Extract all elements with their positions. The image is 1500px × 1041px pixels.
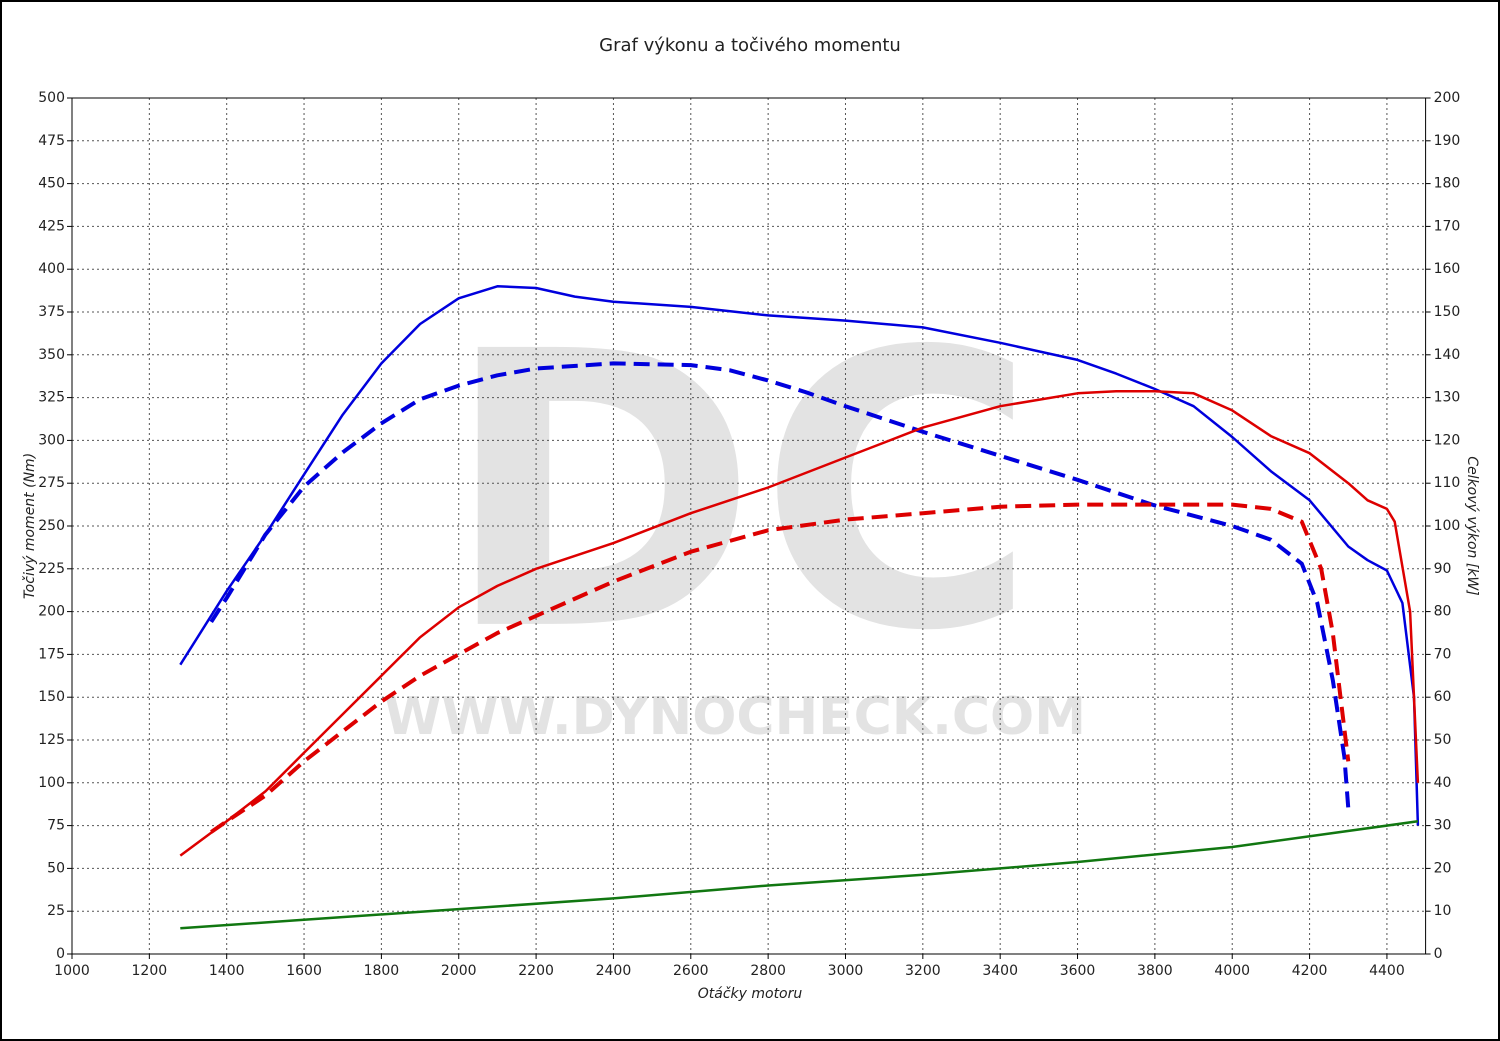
- y2-tick-label: 140: [1434, 347, 1461, 363]
- plot-border: [71, 97, 1427, 955]
- y-tick-label: 200: [38, 604, 65, 620]
- y2-tick-label: 40: [1434, 775, 1452, 791]
- x-tick-label: 2400: [596, 963, 632, 979]
- y2-tick-label: 130: [1434, 390, 1461, 406]
- x-tick-label: 4200: [1292, 963, 1328, 979]
- y-tick-label: 425: [38, 218, 65, 234]
- series-line: [210, 502, 1351, 834]
- y2-tick-label: 170: [1434, 218, 1461, 234]
- y2-tick-label: 10: [1434, 903, 1452, 919]
- y2-tick-label: 190: [1434, 133, 1461, 149]
- x-tick-label: 2800: [750, 963, 786, 979]
- y2-tick-label: 160: [1434, 261, 1461, 277]
- y2-tick-label: 120: [1434, 432, 1461, 448]
- y2-tick-label: 100: [1434, 518, 1461, 534]
- watermark: DC WWW.DYNOCHECK.COM: [384, 271, 1086, 747]
- y-tick-label: 50: [47, 860, 65, 876]
- y-tick-label: 150: [38, 689, 65, 705]
- y2-tick-label: 110: [1434, 475, 1461, 491]
- x-tick-label: 3200: [905, 963, 941, 979]
- y-tick-label: 500: [38, 90, 65, 106]
- x-tick-label: 3600: [1060, 963, 1096, 979]
- x-tick-label: 3400: [982, 963, 1018, 979]
- x-tick-label: 3000: [828, 963, 864, 979]
- watermark-url: WWW.DYNOCHECK.COM: [384, 687, 1086, 747]
- y-tick-label: 350: [38, 347, 65, 363]
- y-tick-label: 250: [38, 518, 65, 534]
- y2-tick-label: 180: [1434, 176, 1461, 192]
- series-line: [179, 389, 1420, 857]
- y-tick-label: 225: [38, 561, 65, 577]
- x-tick-label: 1400: [209, 963, 245, 979]
- y-tick-label: 175: [38, 646, 65, 662]
- y-tick-label: 325: [38, 390, 65, 406]
- y2-tick-label: 200: [1434, 90, 1461, 106]
- y2-tick-label: 90: [1434, 561, 1452, 577]
- y-tick-label: 400: [38, 261, 65, 277]
- y2-tick-label: 20: [1434, 860, 1452, 876]
- y2-tick-label: 50: [1434, 732, 1452, 748]
- y-tick-label: 100: [38, 775, 65, 791]
- y2-tick-label: 150: [1434, 304, 1461, 320]
- x-axis-label: Otáčky motoru: [698, 986, 803, 1002]
- x-tick-label: 4400: [1369, 963, 1405, 979]
- y-tick-label: 375: [38, 304, 65, 320]
- y-tick-label: 125: [38, 732, 65, 748]
- y-axis-label: Točivý moment (Nm): [22, 453, 38, 599]
- y2-tick-label: 0: [1434, 946, 1443, 962]
- x-tick-label: 2600: [673, 963, 709, 979]
- watermark-logo: DC: [443, 271, 1037, 714]
- x-tick-label: 4000: [1214, 963, 1250, 979]
- x-tick-label: 1600: [286, 963, 322, 979]
- chart-title: Graf výkonu a točivého momentu: [599, 35, 901, 56]
- x-tick-label: 3800: [1137, 963, 1173, 979]
- x-tick-label: 2200: [518, 963, 554, 979]
- x-tick-label: 2000: [441, 963, 477, 979]
- series-line: [179, 285, 1420, 826]
- y2-tick-label: 30: [1434, 818, 1452, 834]
- x-tick-label: 1000: [54, 963, 90, 979]
- x-tick-label: 1200: [132, 963, 168, 979]
- y-tick-label: 450: [38, 176, 65, 192]
- y2-tick-label: 80: [1434, 604, 1452, 620]
- y2-tick-label: 60: [1434, 689, 1452, 705]
- x-tick-label: 1800: [364, 963, 400, 979]
- y-tick-label: 275: [38, 475, 65, 491]
- y-tick-label: 475: [38, 133, 65, 149]
- y2-axis-label: Celkový výkon [kW]: [1464, 456, 1480, 595]
- series-line: [180, 820, 1419, 930]
- y-tick-label: 300: [38, 432, 65, 448]
- y2-tick-label: 70: [1434, 646, 1452, 662]
- y-tick-label: 25: [47, 903, 65, 919]
- y-tick-label: 0: [56, 946, 65, 962]
- y-tick-label: 75: [47, 818, 65, 834]
